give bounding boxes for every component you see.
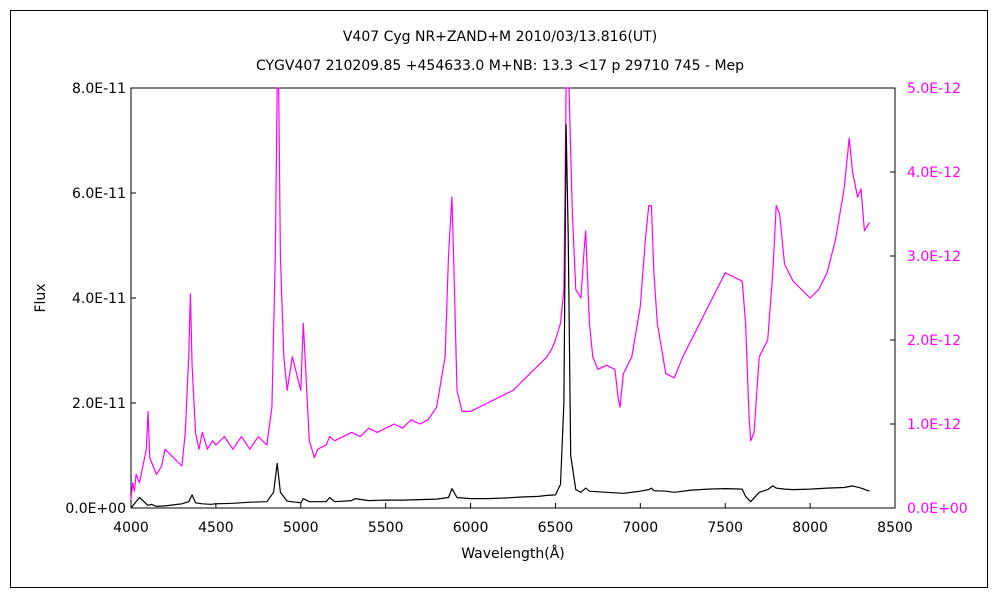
chart-subtitle: CYGV407 210209.85 +454633.0 M+NB: 13.3 <… bbox=[256, 58, 744, 74]
y2-tick-label: 4.0E-12 bbox=[907, 165, 961, 181]
chart-frame bbox=[10, 10, 988, 588]
y2-tick-label: 1.0E-12 bbox=[907, 417, 961, 433]
x-tick-label: 7500 bbox=[707, 520, 743, 536]
y-tick-label: 2.0E-11 bbox=[72, 396, 126, 412]
chart-title: V407 Cyg NR+ZAND+M 2010/03/13.816(UT) bbox=[343, 29, 657, 45]
y-axis-label: Flux bbox=[33, 283, 49, 312]
x-tick-label: 4500 bbox=[198, 520, 234, 536]
y2-tick-label: 0.0E+00 bbox=[907, 501, 968, 517]
x-tick-label: 8000 bbox=[792, 520, 828, 536]
y-tick-label: 0.0E+00 bbox=[65, 501, 126, 517]
y-tick-label: 6.0E-11 bbox=[72, 186, 126, 202]
y2-tick-label: 3.0E-12 bbox=[907, 249, 961, 265]
x-tick-label: 5500 bbox=[368, 520, 404, 536]
y-axis-left: 0.0E+00 2.0E-11 4.0E-11 6.0E-11 8.0E-11 bbox=[65, 81, 136, 517]
y-tick-label: 4.0E-11 bbox=[72, 291, 126, 307]
x-tick-label: 8500 bbox=[877, 520, 913, 536]
y-axis-right: 0.0E+00 1.0E-12 2.0E-12 3.0E-12 4.0E-12 5.0E-… bbox=[890, 81, 968, 517]
x-tick-label: 4000 bbox=[113, 520, 149, 536]
x-tick-label: 7000 bbox=[623, 520, 659, 536]
x-tick-label: 6500 bbox=[538, 520, 574, 536]
plot-area bbox=[130, 87, 896, 509]
y-tick-label: 8.0E-11 bbox=[72, 81, 126, 97]
x-axis: 4000 4500 5000 5500 6000 6500 7000 7500 8000 8500 bbox=[113, 503, 913, 536]
series-line-left-axis bbox=[130, 124, 870, 509]
x-axis-label: Wavelength(Å) bbox=[461, 545, 565, 562]
x-tick-label: 6000 bbox=[453, 520, 489, 536]
y2-tick-label: 2.0E-12 bbox=[907, 333, 961, 349]
series-line-right-axis bbox=[130, 87, 871, 500]
series-layer bbox=[130, 87, 871, 509]
y2-tick-label: 5.0E-12 bbox=[907, 81, 961, 97]
x-tick-label: 5000 bbox=[283, 520, 319, 536]
